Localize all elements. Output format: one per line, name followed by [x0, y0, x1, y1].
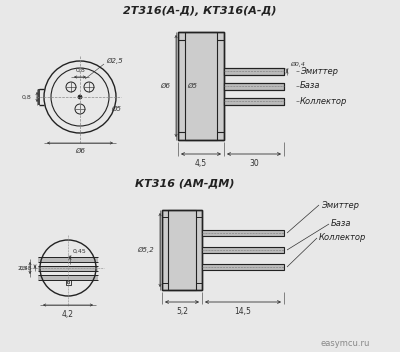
Text: Коллектор: Коллектор — [300, 96, 347, 106]
Text: Ø0,4: Ø0,4 — [290, 62, 305, 67]
Text: 30: 30 — [249, 159, 259, 168]
Bar — [185, 32, 217, 140]
Text: 14,5: 14,5 — [234, 307, 252, 316]
Bar — [224, 68, 284, 75]
Text: Ø5: Ø5 — [187, 83, 197, 89]
Text: 0,8: 0,8 — [75, 68, 85, 73]
Text: Ø2,5: Ø2,5 — [106, 58, 123, 64]
Text: Ø5,2: Ø5,2 — [137, 247, 154, 253]
Text: Коллектор: Коллектор — [319, 233, 366, 243]
Text: easymcu.ru: easymcu.ru — [321, 339, 370, 348]
Text: База: База — [300, 82, 320, 90]
Circle shape — [75, 104, 85, 114]
Text: Ø6: Ø6 — [75, 148, 85, 154]
Bar — [202, 230, 284, 236]
Bar — [38, 257, 98, 262]
Text: 0,45: 0,45 — [73, 249, 87, 253]
Bar — [202, 264, 284, 270]
Text: 0,8: 0,8 — [21, 94, 31, 100]
Circle shape — [78, 95, 82, 99]
Text: База: База — [331, 220, 352, 228]
Bar — [168, 210, 196, 290]
Bar — [162, 210, 202, 290]
Bar — [178, 32, 224, 140]
Bar — [224, 82, 284, 89]
Bar — [202, 247, 284, 253]
Bar — [38, 265, 98, 270]
Text: 4,5: 4,5 — [195, 159, 207, 168]
Text: 0,48: 0,48 — [20, 265, 32, 270]
Text: КТ316 (АМ-ДМ): КТ316 (АМ-ДМ) — [135, 178, 235, 188]
Bar — [38, 275, 98, 279]
Bar — [224, 98, 284, 105]
Bar — [66, 279, 70, 284]
Bar — [162, 210, 202, 290]
Text: 2T316(А-Д), КТ316(А-Д): 2T316(А-Д), КТ316(А-Д) — [123, 6, 277, 16]
Bar — [178, 32, 224, 140]
Bar — [67, 281, 69, 283]
Text: Ø5: Ø5 — [111, 106, 121, 112]
Circle shape — [84, 82, 94, 92]
Text: 4,2: 4,2 — [62, 310, 74, 319]
Text: 2,5: 2,5 — [17, 265, 27, 270]
Text: 5,2: 5,2 — [176, 307, 188, 316]
Bar — [224, 68, 284, 75]
Bar — [224, 98, 284, 105]
Text: Эмиттер: Эмиттер — [300, 67, 338, 75]
Text: Ø6: Ø6 — [160, 83, 170, 89]
Text: Эмиттер: Эмиттер — [321, 201, 359, 209]
Circle shape — [66, 82, 76, 92]
Bar — [224, 82, 284, 89]
